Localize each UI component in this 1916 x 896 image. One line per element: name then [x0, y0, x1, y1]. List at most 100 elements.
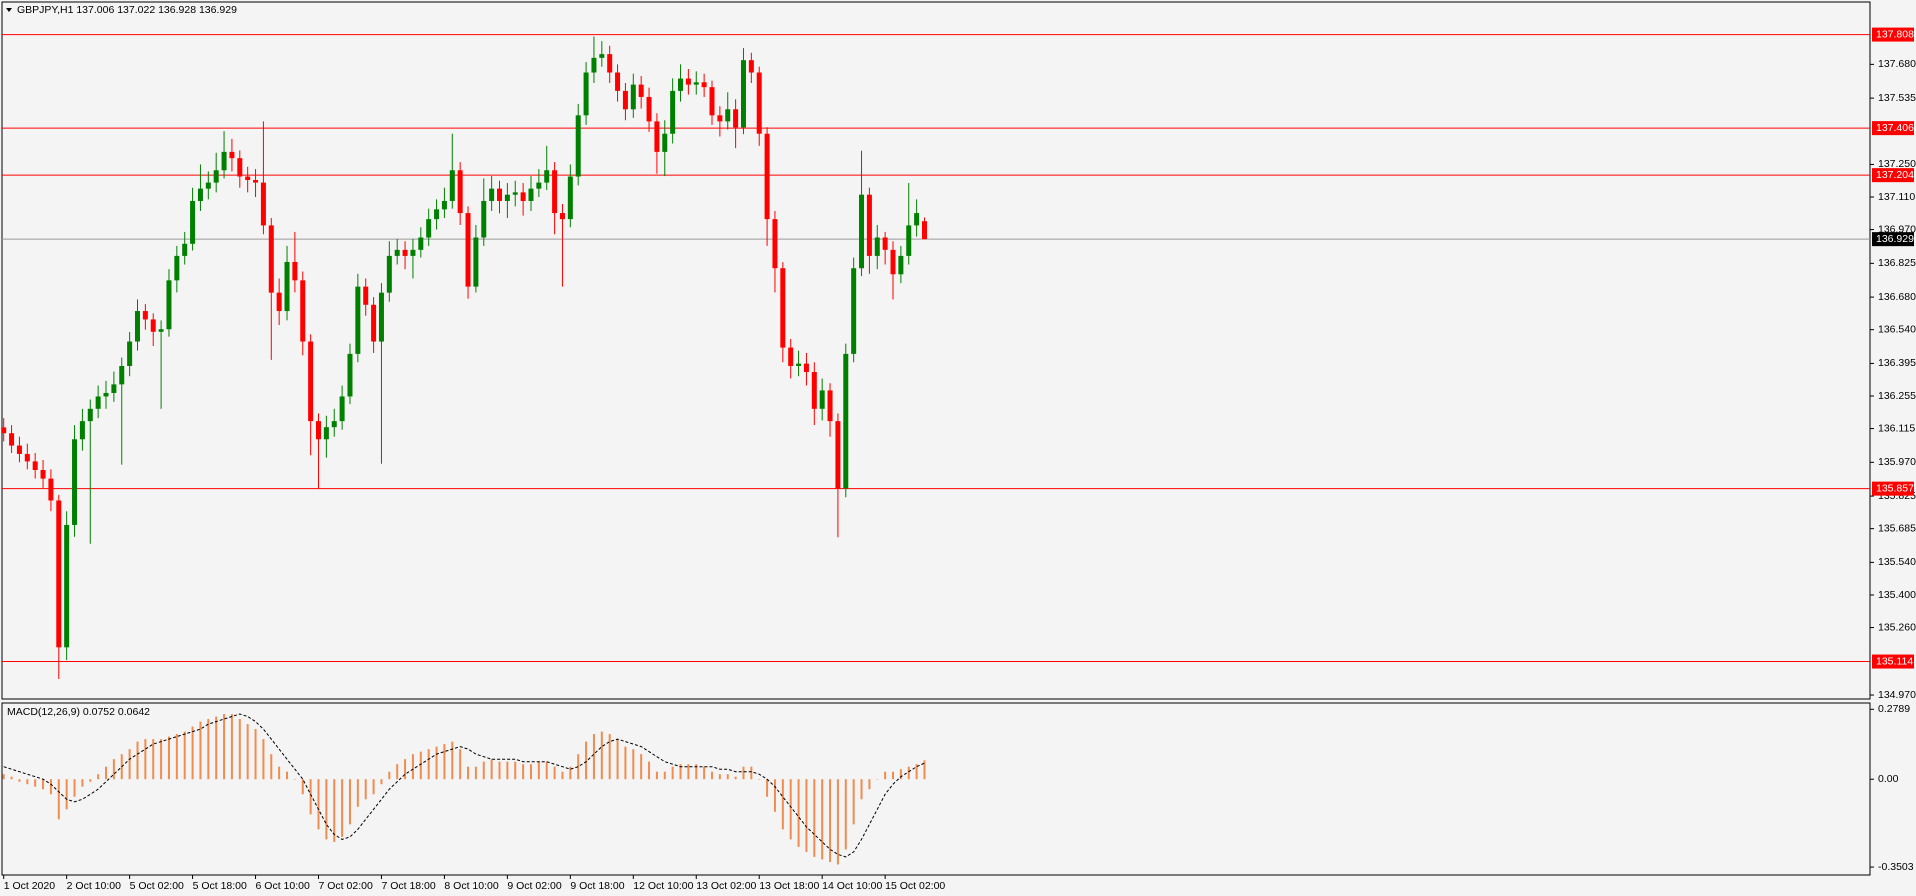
y-tick-label: 135.685 — [1878, 522, 1916, 534]
candle-body — [835, 421, 841, 489]
macd-bar — [569, 766, 572, 780]
macd-bar — [254, 729, 257, 780]
candle-body — [418, 237, 424, 250]
candle-body — [127, 341, 133, 366]
candle-body — [449, 170, 455, 201]
macd-bar — [451, 741, 454, 780]
macd-bar — [805, 779, 808, 852]
macd-bar — [482, 761, 485, 780]
macd-bar — [144, 739, 147, 780]
candle-body — [1, 427, 7, 434]
candle-body — [615, 72, 621, 91]
candle-body — [811, 372, 817, 409]
macd-bar — [380, 779, 383, 785]
candle-body — [119, 365, 125, 385]
candle-body — [142, 311, 148, 320]
candle-body — [748, 60, 754, 73]
macd-bar — [411, 754, 414, 780]
macd-bar — [105, 766, 108, 780]
candle-body — [740, 60, 746, 128]
macd-bar — [899, 769, 902, 780]
candle-body — [260, 182, 266, 226]
macd-bar — [766, 779, 769, 797]
macd-bar — [341, 779, 344, 837]
candle-body — [457, 170, 463, 214]
macd-bar — [474, 766, 477, 780]
candle-body — [229, 151, 235, 159]
y-tick-label: 137.250 — [1878, 158, 1916, 170]
macd-bar — [577, 754, 580, 780]
macd-bar — [183, 731, 186, 780]
macd-bar — [718, 774, 721, 780]
candle-body — [378, 292, 384, 342]
macd-bar — [592, 734, 595, 780]
candle-body — [827, 390, 833, 422]
x-tick-label: 13 Oct 18:00 — [759, 880, 819, 892]
level-label: 137.204 — [1876, 169, 1914, 181]
candle-body — [701, 82, 707, 88]
macd-bar — [608, 734, 611, 780]
candle-body — [48, 478, 54, 501]
y-tick-label: 137.110 — [1878, 191, 1915, 203]
macd-bar — [325, 779, 328, 840]
macd-bar — [199, 721, 202, 780]
menu-triangle — [6, 8, 12, 12]
candle-body — [111, 384, 117, 393]
candle-body — [87, 408, 93, 422]
macd-bar — [907, 766, 910, 780]
macd-bar — [238, 719, 241, 780]
candle-body — [72, 439, 78, 525]
candle-body — [197, 188, 203, 201]
macd-bar — [467, 766, 470, 780]
candle-body — [221, 151, 227, 171]
macd-bar — [695, 764, 698, 780]
macd-bar — [97, 774, 100, 780]
macd-bar — [860, 779, 863, 800]
candle-body — [9, 433, 15, 446]
candle-body — [882, 237, 888, 250]
macd-bar — [923, 760, 926, 780]
macd-bar — [679, 764, 682, 780]
macd-bar — [293, 779, 296, 780]
macd-bar — [73, 779, 76, 797]
macd-bar — [553, 766, 556, 780]
level-box — [1872, 168, 1914, 183]
y-tick-label: 135.400 — [1878, 589, 1916, 601]
candle-body — [921, 221, 927, 240]
candle-body — [473, 237, 479, 287]
x-tick-label: 15 Oct 02:00 — [885, 880, 945, 892]
y-tick-label: 136.540 — [1878, 323, 1916, 335]
macd-bar — [26, 779, 29, 785]
macd-bar — [892, 771, 895, 780]
macd-bar — [663, 771, 666, 780]
candle-body — [95, 396, 101, 409]
x-tick-label: 5 Oct 18:00 — [193, 880, 247, 892]
y-tick-label: 135.540 — [1878, 556, 1916, 568]
candle-body — [32, 461, 38, 471]
macd-bar — [624, 746, 627, 780]
macd-bar — [514, 761, 517, 780]
macd-bar — [750, 766, 753, 780]
candle-body — [363, 286, 369, 305]
candle-body — [284, 261, 290, 312]
macd-bar — [207, 719, 210, 780]
candle-body — [205, 182, 211, 189]
candle-body — [24, 453, 30, 462]
candle-body — [670, 90, 676, 134]
candle-body — [898, 255, 904, 275]
candle-body — [796, 363, 802, 366]
macd-bar — [230, 714, 233, 780]
candle-body — [504, 194, 510, 201]
macd-bar — [34, 779, 37, 787]
candle-body — [662, 133, 668, 152]
macd-bar — [687, 764, 690, 780]
macd-bar — [262, 739, 265, 780]
macd-bar — [2, 774, 5, 780]
candle-body — [134, 311, 140, 342]
macd-bar — [522, 764, 525, 780]
candle-body — [481, 200, 487, 238]
macd-bar — [813, 779, 816, 857]
candle-body — [819, 390, 825, 409]
macd-bar — [136, 741, 139, 780]
